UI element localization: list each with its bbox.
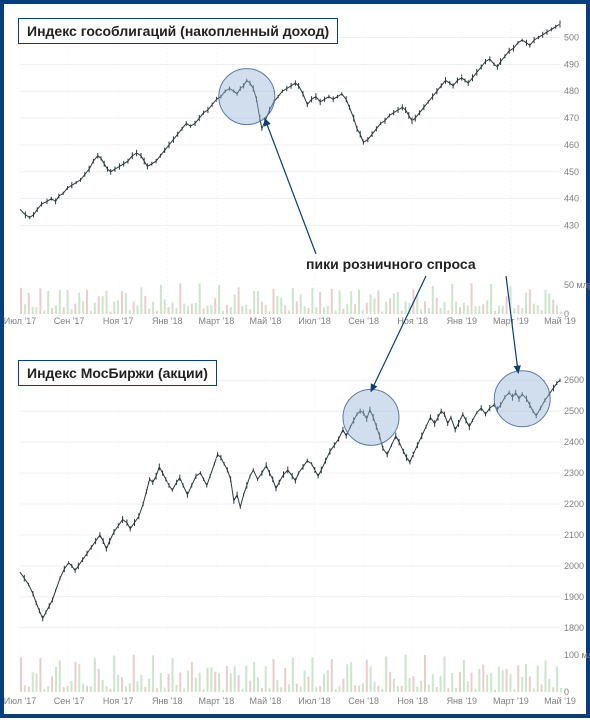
x-tick-label: Янв '18 [152, 316, 182, 326]
highlight-circle [494, 371, 550, 427]
y-tick-label: 440 [564, 194, 579, 204]
x-tick-label: Март '18 [198, 316, 234, 326]
x-tick-label: Март '19 [493, 696, 529, 706]
highlight-circle [343, 389, 399, 445]
y-tick-label: 1800 [564, 623, 584, 633]
title2: Индекс МосБиржи (акции) [18, 360, 217, 386]
y-tick-label: 450 [564, 167, 579, 177]
x-tick-label: Янв '19 [447, 696, 477, 706]
x-tick-label: Июл '17 [4, 316, 36, 326]
x-tick-label: Сен '17 [54, 696, 85, 706]
y-tick-label: 490 [564, 59, 579, 69]
y-tick-label: 430 [564, 221, 579, 231]
chart-bottom: 1800 1900 2000 2100 2200 2300 2400 2500 2600 100 … [4, 371, 590, 706]
chart-pair-container: 43044045046047048049050050 млрд0Июл '17С… [0, 0, 590, 718]
x-tick-label: Май '18 [250, 316, 282, 326]
x-tick-label: Июл '17 [4, 696, 36, 706]
y-tick-label: 470 [564, 113, 579, 123]
y-tick-label: 480 [564, 86, 579, 96]
y-tick-label: 2100 [564, 530, 584, 540]
y-tick-label: 2300 [564, 468, 584, 478]
y-tick-label: 1900 [564, 592, 584, 602]
x-tick-label: Ноя '17 [103, 696, 134, 706]
x-tick-label: Июл '18 [298, 316, 331, 326]
title1: Индекс гособлигаций (накопленный доход) [18, 18, 338, 44]
y-tick-label: 2400 [564, 437, 584, 447]
x-tick-label: Сен '18 [348, 696, 379, 706]
y-tick-label: 500 [564, 32, 579, 42]
y-tick-label: 2600 [564, 375, 584, 385]
x-tick-label: Май '19 [544, 316, 576, 326]
x-tick-label: Сен '18 [348, 316, 379, 326]
y-tick-label: 2000 [564, 561, 584, 571]
y-tick-label: 2200 [564, 499, 584, 509]
arrow-to-bonds-peak [265, 119, 316, 254]
x-tick-label: Июл '18 [298, 696, 331, 706]
x-tick-label: Янв '18 [152, 696, 182, 706]
highlight-circle [219, 69, 275, 125]
price-line [20, 21, 560, 220]
annotation-retail-demand-peaks: пики розничного спроса [306, 256, 476, 272]
x-tick-label: Май '19 [544, 696, 576, 706]
x-tick-label: Янв '19 [447, 316, 477, 326]
x-tick-label: Май '18 [250, 696, 282, 706]
x-tick-label: Сен '17 [54, 316, 85, 326]
x-tick-label: Ноя '18 [397, 696, 428, 706]
volume-label: 50 млрд [564, 280, 590, 290]
x-tick-label: Март '18 [198, 696, 234, 706]
x-tick-label: Ноя '17 [103, 316, 134, 326]
volume-label: 100 млрд [564, 650, 590, 660]
chart-top: 43044045046047048049050050 млрд0Июл '17С… [4, 21, 590, 327]
y-tick-label: 2500 [564, 406, 584, 416]
y-tick-label: 460 [564, 140, 579, 150]
price-line [20, 378, 560, 621]
x-tick-label: Ноя '18 [397, 316, 428, 326]
